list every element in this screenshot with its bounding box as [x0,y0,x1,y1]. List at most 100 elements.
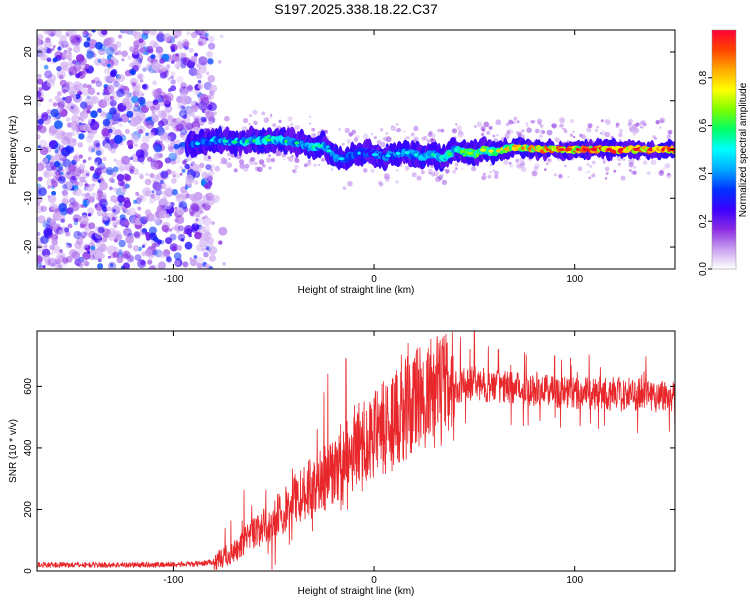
noise-blob [76,63,80,68]
noise-blob [52,102,58,107]
noise-blob [177,120,187,130]
ridge-peak [231,140,238,144]
noise-blob [207,155,211,160]
noise-blob [93,140,101,147]
noise-blob [38,139,48,149]
noise-blob [113,81,120,88]
noise-blob [114,51,119,56]
halo-blob [632,132,636,136]
ridge-peak [311,145,316,149]
colorbar-ticks: 0.0 0.2 0.4 0.6 0.8 [698,70,712,276]
noise-blob [65,117,71,122]
halo-blob [224,115,230,122]
noise-blob [65,30,73,38]
noise-blob [203,153,211,162]
halo-blob [667,129,673,135]
noise-blob [101,30,108,36]
ridge-peak [395,151,401,156]
halo-blob [370,168,375,173]
noise-blob [69,34,79,44]
halo-blob [385,136,392,143]
noise-blob [71,159,77,166]
halo-blob [544,168,547,171]
noise-blob [117,179,125,187]
noise-blob [88,119,92,123]
noise-blob [185,122,194,131]
noise-blob [75,54,85,63]
noise-blob [176,66,180,70]
noise-blob [38,87,43,92]
x-tick-label: 0 [371,575,377,586]
noise-blob [50,203,58,211]
noise-blob [87,156,92,161]
halo-blob [294,164,299,170]
noise-blob [157,219,161,224]
noise-blob [153,236,159,242]
halo-blob [452,169,457,174]
halo-blob [605,171,609,175]
noise-blob [181,112,185,117]
noise-blob [75,94,81,100]
noise-blob [208,170,215,177]
noise-blob [174,218,179,223]
halo-blob [620,175,626,181]
noise-blob [82,199,90,207]
noise-blob [87,207,95,215]
noise-blob [180,52,187,59]
halo-blob [539,134,543,139]
noise-blob [73,230,82,240]
noise-blob [37,183,42,188]
halo-blob [226,162,233,169]
halo-blob [646,171,651,176]
noise-blob [54,30,62,38]
halo-blob [586,127,592,133]
halo-blob [338,128,341,131]
halo-blob [589,165,593,168]
noise-blob [153,182,163,192]
noise-blob [136,194,144,201]
halo-blob [254,161,258,166]
halo-blob [456,125,462,131]
noise-blob [129,156,134,160]
noise-blob [84,260,88,264]
noise-blob [123,227,132,237]
noise-blob [164,201,172,210]
noise-blob [52,45,56,48]
noise-blob [109,99,117,107]
noise-blob [87,213,92,217]
noise-blob [118,165,126,172]
noise-blob [100,246,105,251]
noise-blob [81,193,85,197]
noise-blob [173,35,178,39]
noise-blob [97,162,106,171]
halo-blob [604,119,608,122]
noise-blob [40,53,48,61]
noise-blob [37,124,42,133]
noise-blob [194,231,202,240]
noise-blob [37,134,41,140]
ridge-peak [252,139,256,143]
halo-blob [227,152,232,157]
noise-blob [102,40,111,48]
noise-blob [152,99,159,106]
noise-blob [80,235,85,240]
halo-blob [220,157,227,163]
noise-blob [188,67,198,77]
noise-blob [59,249,63,253]
noise-blob [156,64,166,74]
noise-blob [205,164,212,171]
noise-blob [87,132,95,139]
halo-blob [521,129,525,133]
halo-blob [458,129,463,135]
noise-blob [144,178,152,186]
noise-blob [79,163,86,170]
halo-blob [587,123,593,129]
noise-blob [50,32,55,37]
halo-blob [230,153,235,158]
noise-blob [103,67,111,75]
halo-blob [239,163,246,169]
noise-blob [65,244,70,249]
noise-blob [179,127,188,136]
noise-blob [201,247,206,252]
noise-blob [79,124,86,131]
